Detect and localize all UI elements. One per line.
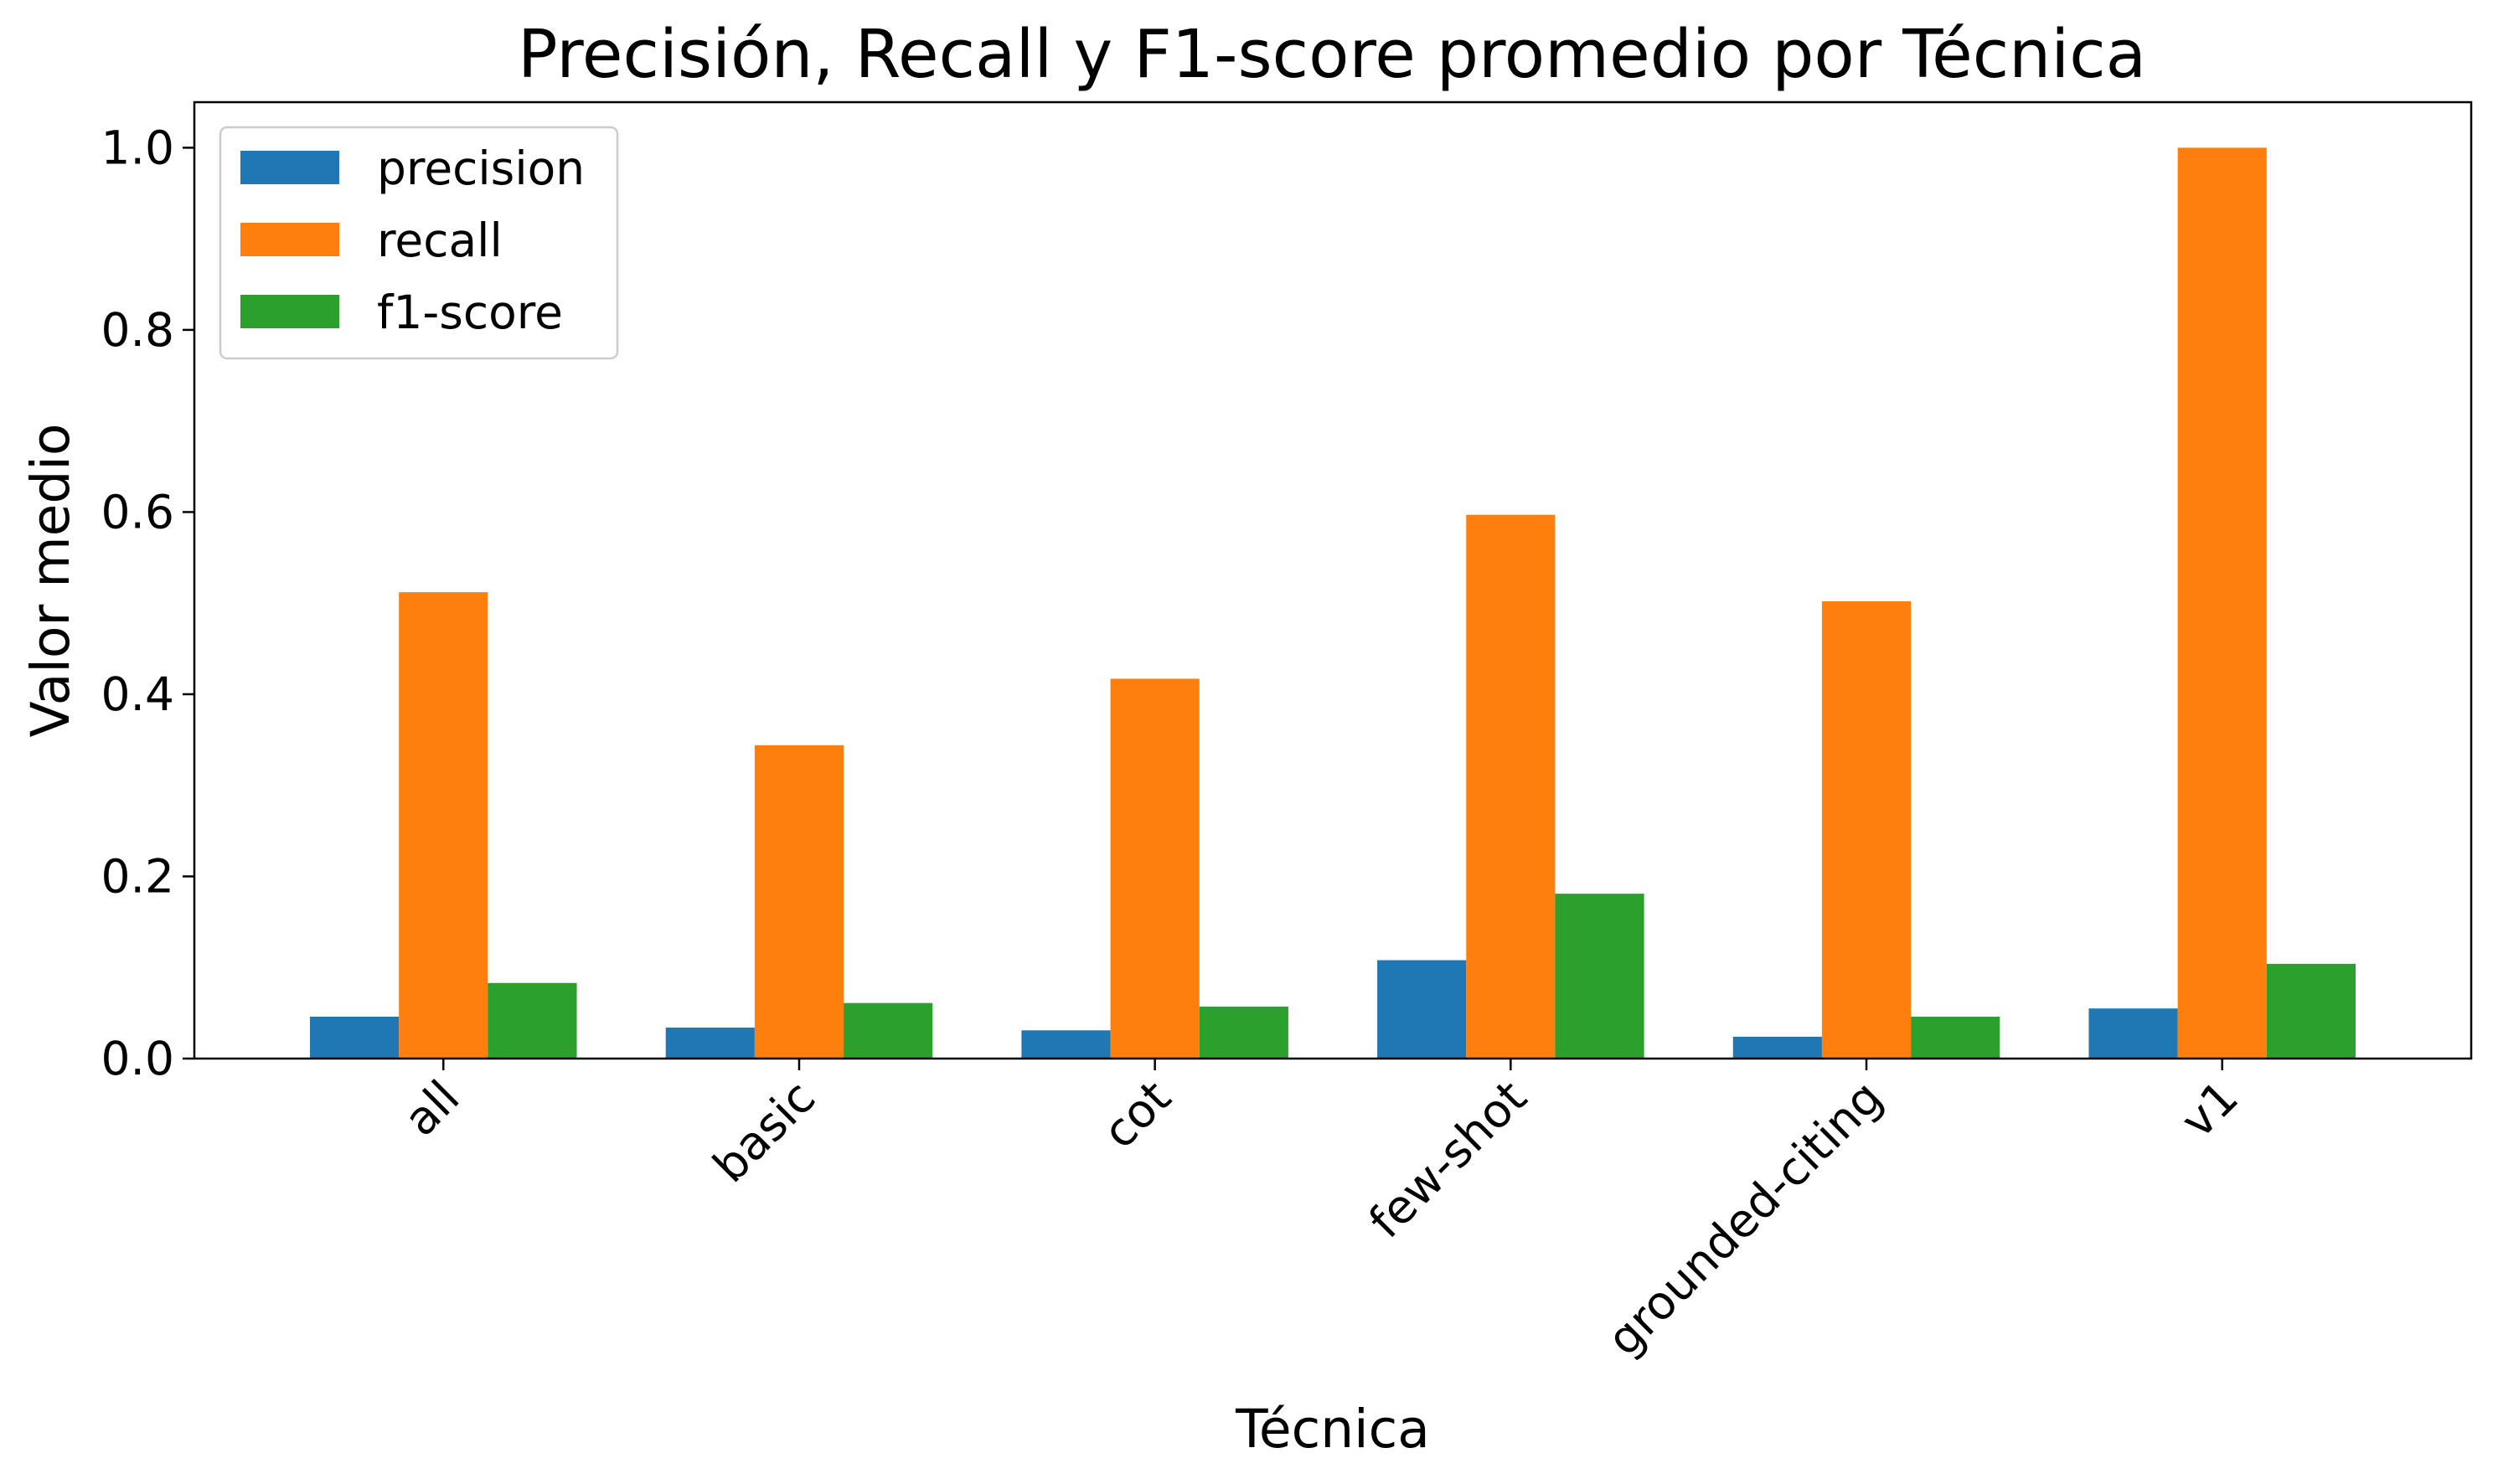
y-tick-label: 0.0 bbox=[101, 1032, 174, 1085]
legend-swatch-precision bbox=[240, 151, 339, 184]
bar-recall-all bbox=[399, 592, 488, 1059]
plot-frame bbox=[193, 100, 2473, 1060]
bar-precision-cot bbox=[1021, 1030, 1111, 1059]
legend-label-recall: recall bbox=[377, 214, 503, 267]
x-axis-label: Técnica bbox=[1235, 1399, 1430, 1460]
legend: precision recall f1-score bbox=[219, 126, 619, 360]
legend-label-f1-score: f1-score bbox=[377, 286, 563, 339]
bars-group bbox=[310, 147, 2356, 1059]
bar-recall-grounded-citing bbox=[1821, 601, 1912, 1059]
y-tick-label: 1.0 bbox=[101, 121, 174, 174]
bar-precision-grounded-citing bbox=[1732, 1036, 1822, 1059]
legend-label-precision: precision bbox=[377, 142, 585, 195]
bar-recall-basic bbox=[754, 745, 844, 1059]
bar-f1-score-grounded-citing bbox=[1911, 1016, 2000, 1059]
bar-precision-few-shot bbox=[1377, 960, 1467, 1059]
y-tick-label: 0.4 bbox=[101, 667, 174, 721]
chart-title: Precisión, Recall y F1-score promedio po… bbox=[518, 16, 2146, 93]
bar-f1-score-few-shot bbox=[1555, 894, 1644, 1059]
bar-f1-score-basic bbox=[844, 1002, 933, 1059]
y-tick-label: 0.6 bbox=[101, 485, 174, 538]
bar-precision-v1 bbox=[2088, 1008, 2178, 1059]
bar-precision-all bbox=[310, 1016, 400, 1059]
bar-f1-score-cot bbox=[1199, 1007, 1288, 1059]
bar-precision-basic bbox=[665, 1028, 755, 1059]
bar-recall-v1 bbox=[2177, 147, 2267, 1059]
y-tick-label: 0.2 bbox=[101, 849, 174, 903]
legend-swatch-f1-score bbox=[240, 295, 339, 328]
y-tick-label: 0.8 bbox=[101, 303, 174, 357]
bar-f1-score-v1 bbox=[2266, 963, 2356, 1059]
bar-recall-few-shot bbox=[1466, 514, 1556, 1059]
y-axis: 0.0 0.2 0.4 0.6 0.8 1.0 bbox=[101, 121, 194, 1085]
y-axis-label: Valor medio bbox=[20, 424, 81, 738]
legend-swatch-recall bbox=[240, 223, 339, 256]
bar-recall-cot bbox=[1110, 678, 1200, 1059]
bar-f1-score-all bbox=[488, 982, 577, 1059]
